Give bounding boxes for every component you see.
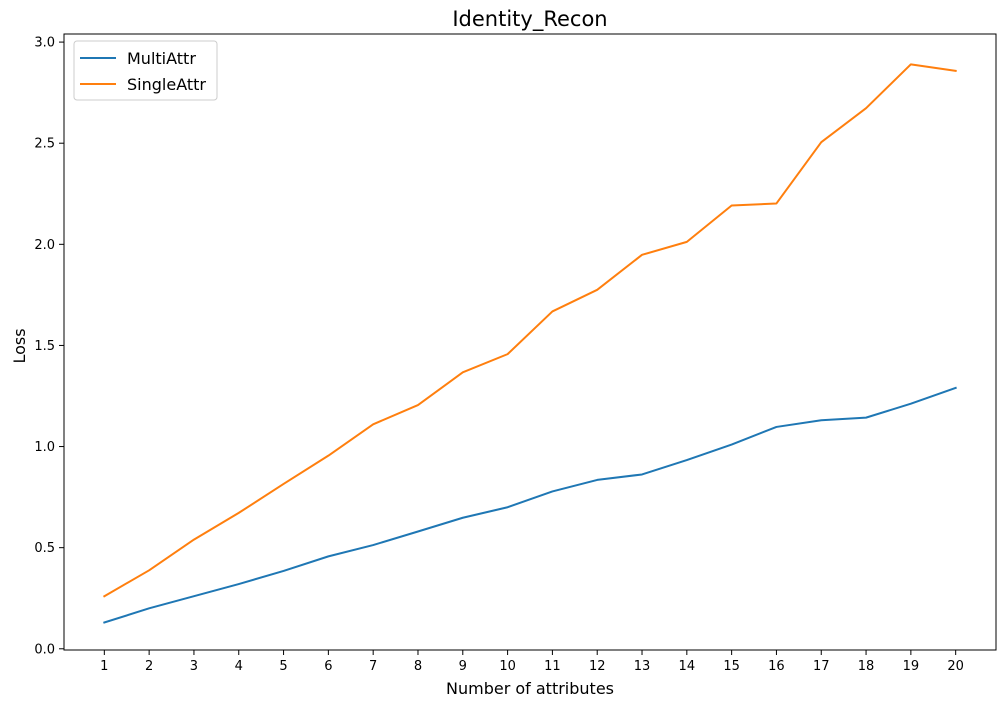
legend-label: SingleAttr [127, 75, 206, 94]
x-tick-label: 17 [813, 659, 830, 674]
y-tick-label: 2.5 [34, 137, 55, 152]
x-axis-label: Number of attributes [446, 679, 614, 698]
x-tick-label: 4 [235, 659, 243, 674]
y-tick-label: 3.0 [34, 36, 55, 51]
y-axis-label: Loss [10, 328, 29, 363]
x-tick-label: 13 [634, 659, 651, 674]
y-axis: 0.0 0.5 1.0 1.5 2.0 2.5 3.0 [34, 36, 64, 657]
x-tick-label: 11 [544, 659, 561, 674]
y-tick-label: 1.5 [34, 339, 55, 354]
y-tick-label: 0.5 [34, 541, 55, 556]
plot-area [102, 63, 957, 624]
series-line-singleattr [102, 63, 957, 598]
x-tick-label: 7 [369, 659, 377, 674]
chart-title: Identity_Recon [452, 7, 607, 32]
x-axis: 1 2 3 4 5 6 7 8 9 10 11 12 13 14 15 16 17 18 19 20 [100, 650, 964, 674]
x-tick-label: 20 [947, 659, 964, 674]
series-line-multiattr [103, 386, 957, 624]
legend-label: MultiAttr [127, 49, 196, 68]
x-tick-label: 15 [723, 659, 740, 674]
plot-frame [63, 33, 997, 651]
legend: MultiAttr SingleAttr [73, 40, 218, 101]
y-tick-label: 0.0 [34, 642, 55, 657]
x-tick-label: 18 [858, 659, 875, 674]
x-tick-label: 10 [499, 659, 516, 674]
x-tick-label: 1 [100, 659, 108, 674]
x-tick-label: 5 [279, 659, 287, 674]
x-tick-label: 8 [414, 659, 422, 674]
x-tick-label: 12 [589, 659, 606, 674]
x-tick-label: 6 [324, 659, 332, 674]
x-tick-label: 3 [190, 659, 198, 674]
x-tick-label: 16 [768, 659, 785, 674]
y-tick-label: 1.0 [34, 440, 55, 455]
x-tick-label: 19 [903, 659, 920, 674]
legend-box [73, 40, 218, 101]
x-tick-label: 14 [679, 659, 696, 674]
x-tick-label: 9 [459, 659, 467, 674]
y-tick-label: 2.0 [34, 238, 55, 253]
x-tick-label: 2 [145, 659, 153, 674]
